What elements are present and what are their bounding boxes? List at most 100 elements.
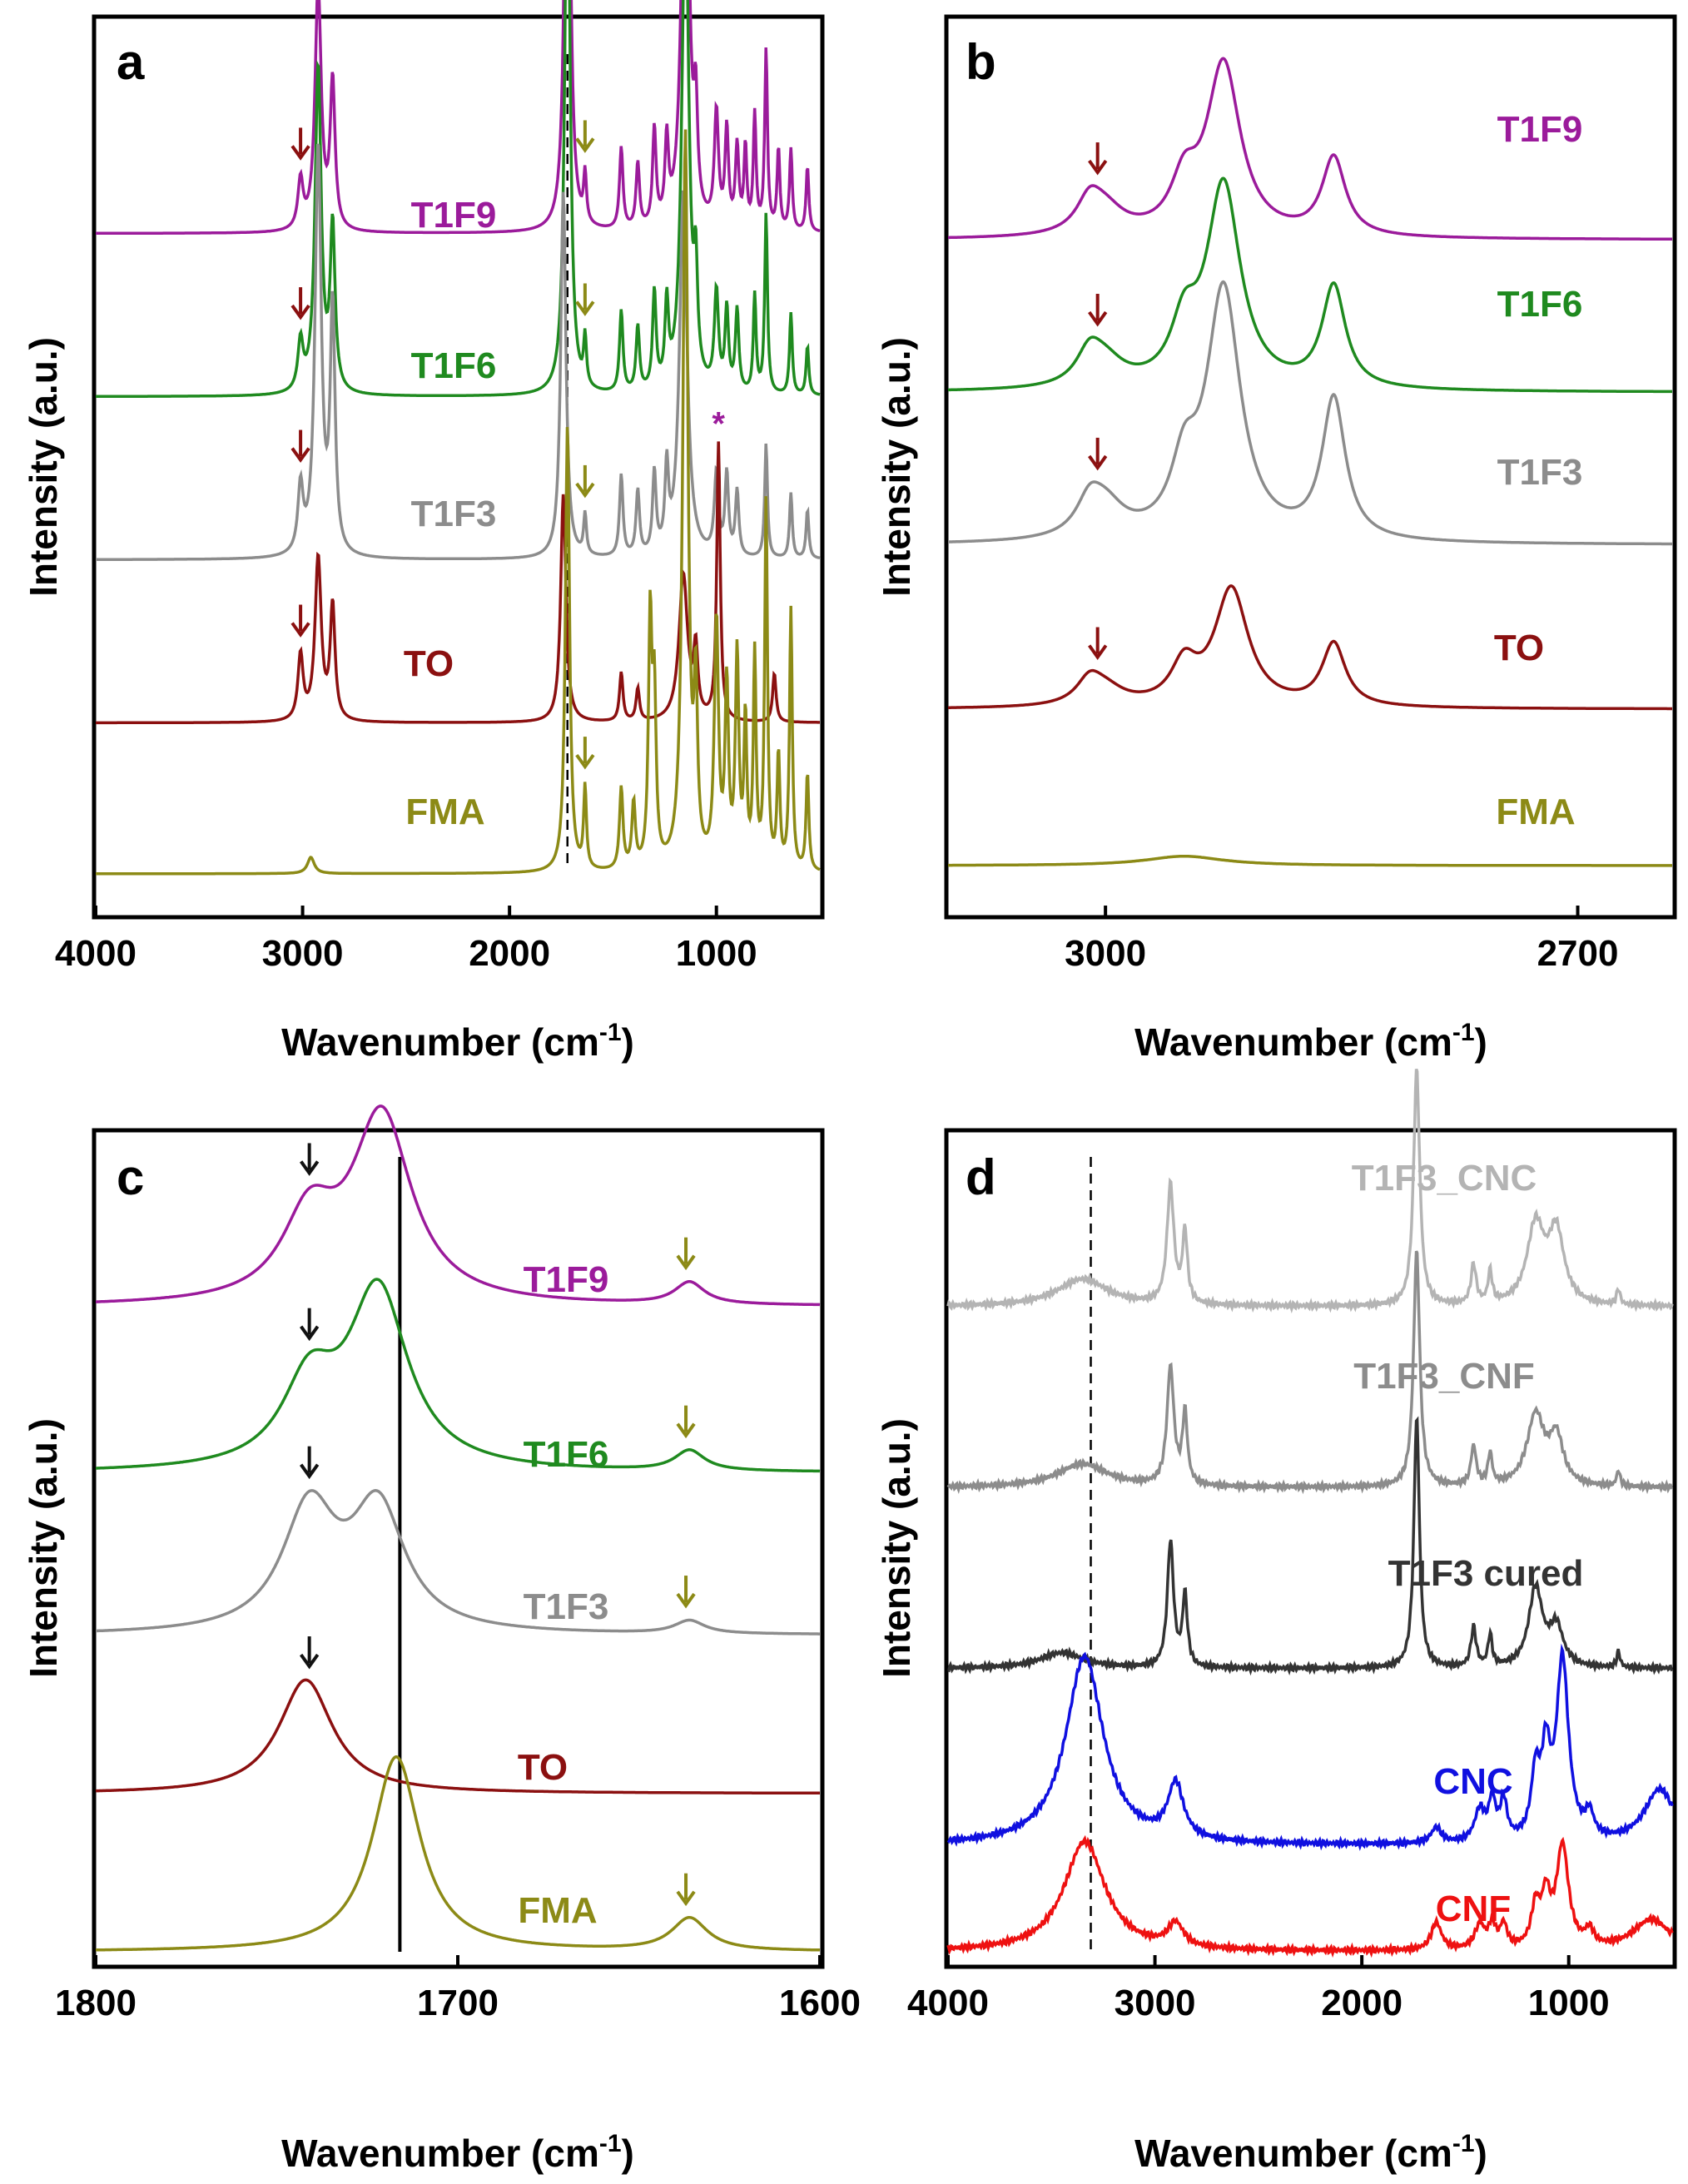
panel-c-frame — [92, 1128, 825, 1969]
series-label-T1F6: T1F6 — [1497, 284, 1583, 325]
series-label-TO: TO — [404, 643, 454, 684]
curve-FMA — [96, 1755, 821, 1952]
x-tick-label: 2700 — [1537, 933, 1619, 974]
x-tick-label: 1800 — [55, 1983, 137, 2023]
series-label-T1F3_CNC: T1F3_CNC — [1352, 1158, 1537, 1199]
curve-FMA — [948, 854, 1672, 867]
red-arrow-icon — [1088, 437, 1108, 471]
panel-a-arrows — [290, 120, 595, 770]
series-label-T1F6: T1F6 — [411, 345, 497, 386]
panel-a-xticks: 4000 3000 2000 1000 — [55, 906, 757, 974]
panel-c: c T1F9 T1F6 T1F3 TO FMA 1800 1700 1600 Wav… — [22, 1104, 861, 2175]
panel-c-arrows — [300, 1143, 696, 1907]
panel-b-arrows — [1088, 142, 1108, 660]
series-label-T1F3_CNF: T1F3_CNF — [1353, 1356, 1535, 1397]
panel-d-frame — [944, 1128, 1677, 1969]
x-tick-label: 1000 — [676, 933, 757, 974]
curve-T1F9 — [96, 0, 821, 236]
panel-b-xlabel: Wavenumber (cm-1) — [1134, 1019, 1487, 1064]
red-arrow-icon — [1088, 627, 1108, 660]
panel-b-xticks: 3000 2700 — [1065, 906, 1618, 974]
curve-T1F3 — [96, 143, 821, 561]
black-arrow-icon — [300, 1143, 320, 1176]
red-arrow-icon — [290, 287, 310, 320]
series-label-TO: TO — [518, 1747, 568, 1788]
curve-TO — [948, 584, 1672, 711]
panel-d-ylabel: Intensity (a.u.) — [875, 1418, 918, 1678]
x-tick-label: 4000 — [907, 1983, 989, 2023]
x-tick-label: 3000 — [1065, 933, 1146, 974]
curve-T1F6 — [948, 176, 1672, 394]
curve-T1F6 — [96, 0, 821, 399]
panel-c-letter: c — [117, 1149, 144, 1205]
x-tick-label: 4000 — [55, 933, 137, 974]
panel-b-letter: b — [966, 34, 996, 90]
series-label-T1F3-cured: T1F3 cured — [1388, 1553, 1584, 1594]
asterisk-annotation: * — [712, 405, 725, 442]
series-label-CNF: CNF — [1436, 1889, 1511, 1929]
olive-arrow-icon — [575, 120, 595, 153]
red-arrow-icon — [1088, 294, 1108, 327]
curve-T1F9 — [948, 57, 1672, 241]
olive-arrow-icon — [575, 737, 595, 770]
black-arrow-icon — [300, 1636, 320, 1670]
panel-a-curves — [96, 0, 821, 876]
series-label-CNC: CNC — [1433, 1761, 1512, 1802]
olive-arrow-icon — [676, 1576, 696, 1609]
panel-b: b T1F9 T1F6 T1F3 TO FMA 3000 2700 Wavenum… — [875, 14, 1677, 1064]
panel-c-xlabel: Wavenumber (cm-1) — [281, 2130, 634, 2175]
curve-T1F6 — [96, 1278, 821, 1473]
x-tick-label: 1700 — [417, 1983, 499, 2023]
x-tick-label: 3000 — [1115, 1983, 1196, 2023]
series-label-T1F6: T1F6 — [524, 1434, 609, 1475]
curve-TO — [95, 1678, 820, 1795]
curve-T1F3-cured — [947, 1416, 1674, 1676]
curve-CNC — [946, 1643, 1674, 1851]
curve-T1F9 — [96, 1104, 821, 1307]
panel-c-ylabel: Intensity (a.u.) — [22, 1418, 65, 1678]
red-arrow-icon — [1088, 142, 1108, 176]
series-label-T1F9: T1F9 — [1497, 109, 1583, 150]
series-label-FMA: FMA — [405, 792, 484, 832]
red-arrow-icon — [290, 127, 310, 161]
curve-T1F3_CNF — [946, 1250, 1674, 1495]
olive-arrow-icon — [575, 464, 595, 499]
panel-c-xticks: 1800 1700 1600 — [55, 1955, 861, 2023]
panel-a-xlabel: Wavenumber (cm-1) — [281, 1019, 634, 1064]
black-arrow-icon — [300, 1308, 320, 1342]
olive-arrow-icon — [676, 1873, 696, 1907]
panel-d-xticks: 4000 3000 2000 1000 — [907, 1955, 1610, 2023]
series-label-T1F3: T1F3 — [524, 1586, 609, 1627]
curve-TO — [96, 441, 820, 725]
panel-a-letter: a — [117, 34, 145, 90]
x-tick-label: 3000 — [262, 933, 344, 974]
red-arrow-icon — [290, 429, 310, 463]
panel-b-frame — [944, 14, 1677, 920]
curve-T1F3 — [948, 280, 1672, 546]
x-tick-label: 1600 — [779, 1983, 861, 2023]
series-label-FMA: FMA — [518, 1890, 597, 1931]
curve-T1F3 — [96, 1489, 820, 1636]
curve-T1F3_CNC — [946, 1068, 1674, 1314]
series-label-T1F3: T1F3 — [1497, 452, 1583, 493]
olive-arrow-icon — [676, 1405, 696, 1439]
x-tick-label: 2000 — [469, 933, 550, 974]
panel-d-letter: d — [966, 1149, 996, 1205]
series-label-TO: TO — [1494, 628, 1544, 668]
panel-b-ylabel: Intensity (a.u.) — [875, 337, 918, 597]
panel-d-xlabel: Wavenumber (cm-1) — [1134, 2130, 1487, 2175]
series-label-T1F9: T1F9 — [411, 195, 497, 236]
series-label-T1F3: T1F3 — [411, 494, 497, 534]
curve-FMA — [96, 129, 821, 876]
panel-b-curves — [948, 57, 1672, 867]
x-tick-label: 1000 — [1528, 1983, 1610, 2023]
black-arrow-icon — [300, 1446, 320, 1480]
panel-d: d T1F3_CNC T1F3_CNF T1F3 cured CNC CNF 4… — [875, 1068, 1677, 2175]
panel-d-curves — [946, 1068, 1674, 1958]
panel-c-curves — [95, 1104, 821, 1952]
curve-CNF — [946, 1834, 1674, 1958]
olive-arrow-icon — [575, 283, 595, 316]
red-arrow-icon — [290, 604, 310, 638]
olive-arrow-icon — [676, 1237, 696, 1271]
